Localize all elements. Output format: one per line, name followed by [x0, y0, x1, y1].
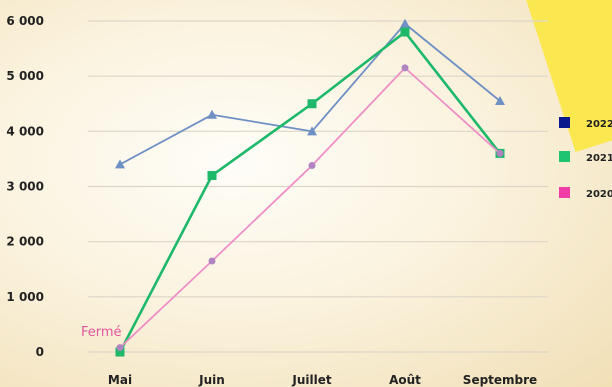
annotation-label: Fermé [81, 325, 122, 340]
data-point [207, 170, 217, 180]
legend-label: 2020 [586, 189, 612, 200]
data-point [115, 347, 125, 357]
x-tick-label: Septembre [463, 373, 537, 387]
data-point [307, 126, 317, 136]
data-point [400, 18, 410, 28]
data-point [116, 344, 124, 352]
data-point [496, 149, 504, 157]
data-point [307, 99, 317, 109]
series-line-2021 [118, 30, 502, 353]
data-point [308, 162, 316, 170]
y-tick-label: 2 000 [6, 235, 44, 249]
legend-swatch [559, 151, 570, 162]
series-line-2022 [119, 22, 501, 166]
data-point [208, 257, 216, 265]
data-point [400, 27, 410, 37]
y-tick-label: 6 000 [6, 14, 44, 28]
x-tick-label: Juin [198, 373, 225, 387]
legend-swatch [559, 117, 570, 128]
data-point [115, 159, 125, 169]
x-tick-label: Juillet [291, 373, 331, 387]
data-point [207, 109, 217, 119]
y-tick-label: 0 [36, 345, 44, 359]
legend-label: 2021 [586, 153, 612, 164]
y-tick-label: 4 000 [6, 124, 44, 138]
data-point [495, 95, 505, 105]
series-line-2020 [119, 66, 501, 349]
legend-label: 2022 [586, 119, 612, 130]
x-tick-label: Août [389, 373, 421, 387]
y-tick-label: 5 000 [6, 69, 44, 83]
y-tick-label: 3 000 [6, 180, 44, 194]
x-tick-label: Mai [108, 373, 132, 387]
legend-swatch [559, 187, 570, 198]
y-tick-label: 1 000 [6, 290, 44, 304]
data-point [401, 64, 409, 72]
